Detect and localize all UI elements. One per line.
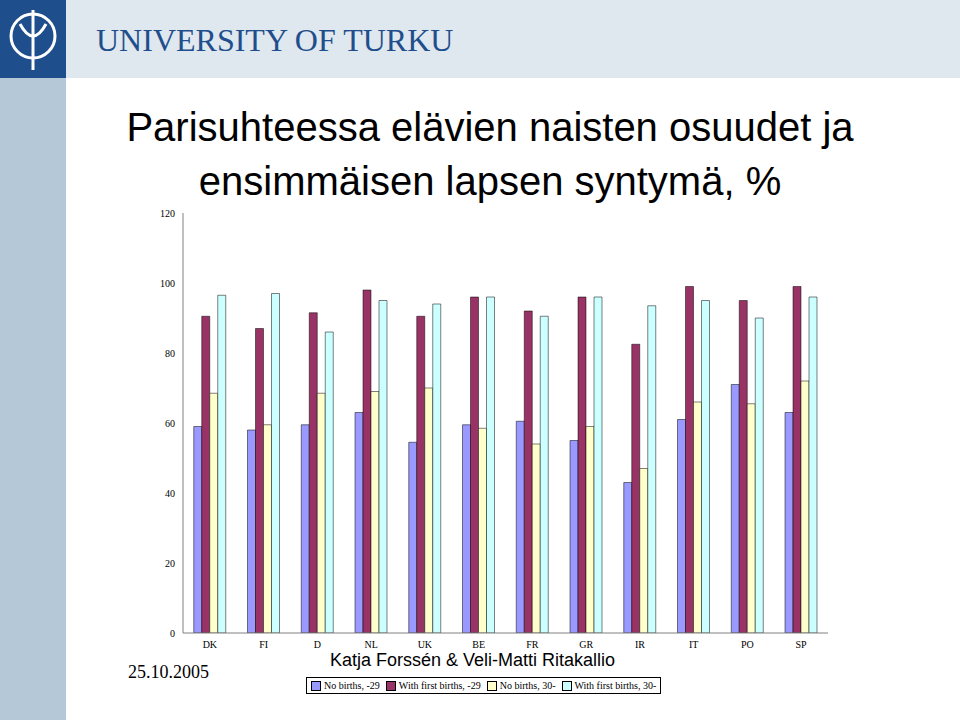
svg-text:100: 100 — [160, 278, 175, 289]
svg-text:UK: UK — [418, 639, 433, 650]
html-text:25.10.2005: 25.10.2005 — [128, 662, 209, 682]
svg-text:0: 0 — [170, 628, 175, 639]
html-text:With first births, -29: With first births, -29 — [398, 680, 481, 691]
svg-text:FR: FR — [526, 639, 539, 650]
svg-text:20: 20 — [165, 558, 175, 569]
svg-text:60: 60 — [165, 418, 175, 429]
svg-text:NL: NL — [364, 639, 377, 650]
svg-text:GR: GR — [579, 639, 593, 650]
svg-text:FI: FI — [259, 639, 268, 650]
html-text:No births, 30-: No births, 30- — [499, 680, 556, 691]
svg-text:DK: DK — [203, 639, 218, 650]
html-text:Parisuhteessa elävien naisten: Parisuhteessa elävien naisten osuudet ja… — [126, 105, 854, 203]
svg-text:D: D — [314, 639, 321, 650]
html-text:No births, -29: No births, -29 — [324, 680, 380, 691]
svg-text:IR: IR — [635, 639, 645, 650]
svg-text:SP: SP — [796, 639, 808, 650]
svg-text:IT: IT — [689, 639, 698, 650]
svg-text:120: 120 — [160, 208, 175, 219]
svg-text:40: 40 — [165, 488, 175, 499]
html-text:With first births, 30-: With first births, 30- — [574, 680, 657, 691]
html-text:Katja Forssén & Veli-Matti Rit: Katja Forssén & Veli-Matti Ritakallio — [330, 650, 616, 670]
svg-text:80: 80 — [165, 348, 175, 359]
svg-text:BE: BE — [472, 639, 485, 650]
html-text:UNIVERSITY OF TURKU: UNIVERSITY OF TURKU — [96, 22, 454, 58]
svg-text:PO: PO — [741, 639, 754, 650]
